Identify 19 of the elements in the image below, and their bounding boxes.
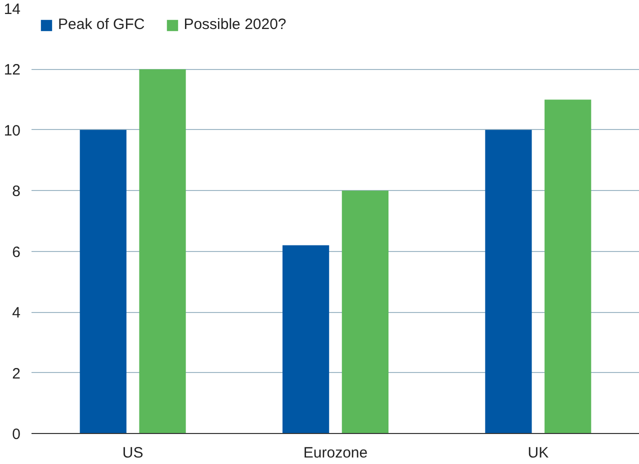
y-tick-label: 2 [12, 365, 20, 382]
y-tick-label: 4 [12, 304, 20, 322]
legend-label: Peak of GFC [58, 16, 145, 33]
bar [282, 245, 330, 434]
bar [80, 130, 126, 434]
legend-label: Possible 2020? [184, 16, 286, 33]
x-tick-label: Eurozone [303, 444, 368, 462]
x-tick-label: UK [528, 444, 549, 462]
y-tick-label: 0 [12, 426, 20, 443]
x-tick-label: US [122, 444, 144, 462]
bar [485, 130, 532, 434]
y-tick-label: 6 [12, 244, 20, 261]
y-tick-label: 8 [12, 183, 20, 200]
y-tick-label: 14 [4, 1, 21, 18]
y-tick-label: 12 [4, 62, 21, 79]
y-tick-label: 10 [4, 122, 21, 140]
bar [342, 190, 388, 434]
bar [544, 100, 592, 434]
bar [139, 69, 186, 434]
